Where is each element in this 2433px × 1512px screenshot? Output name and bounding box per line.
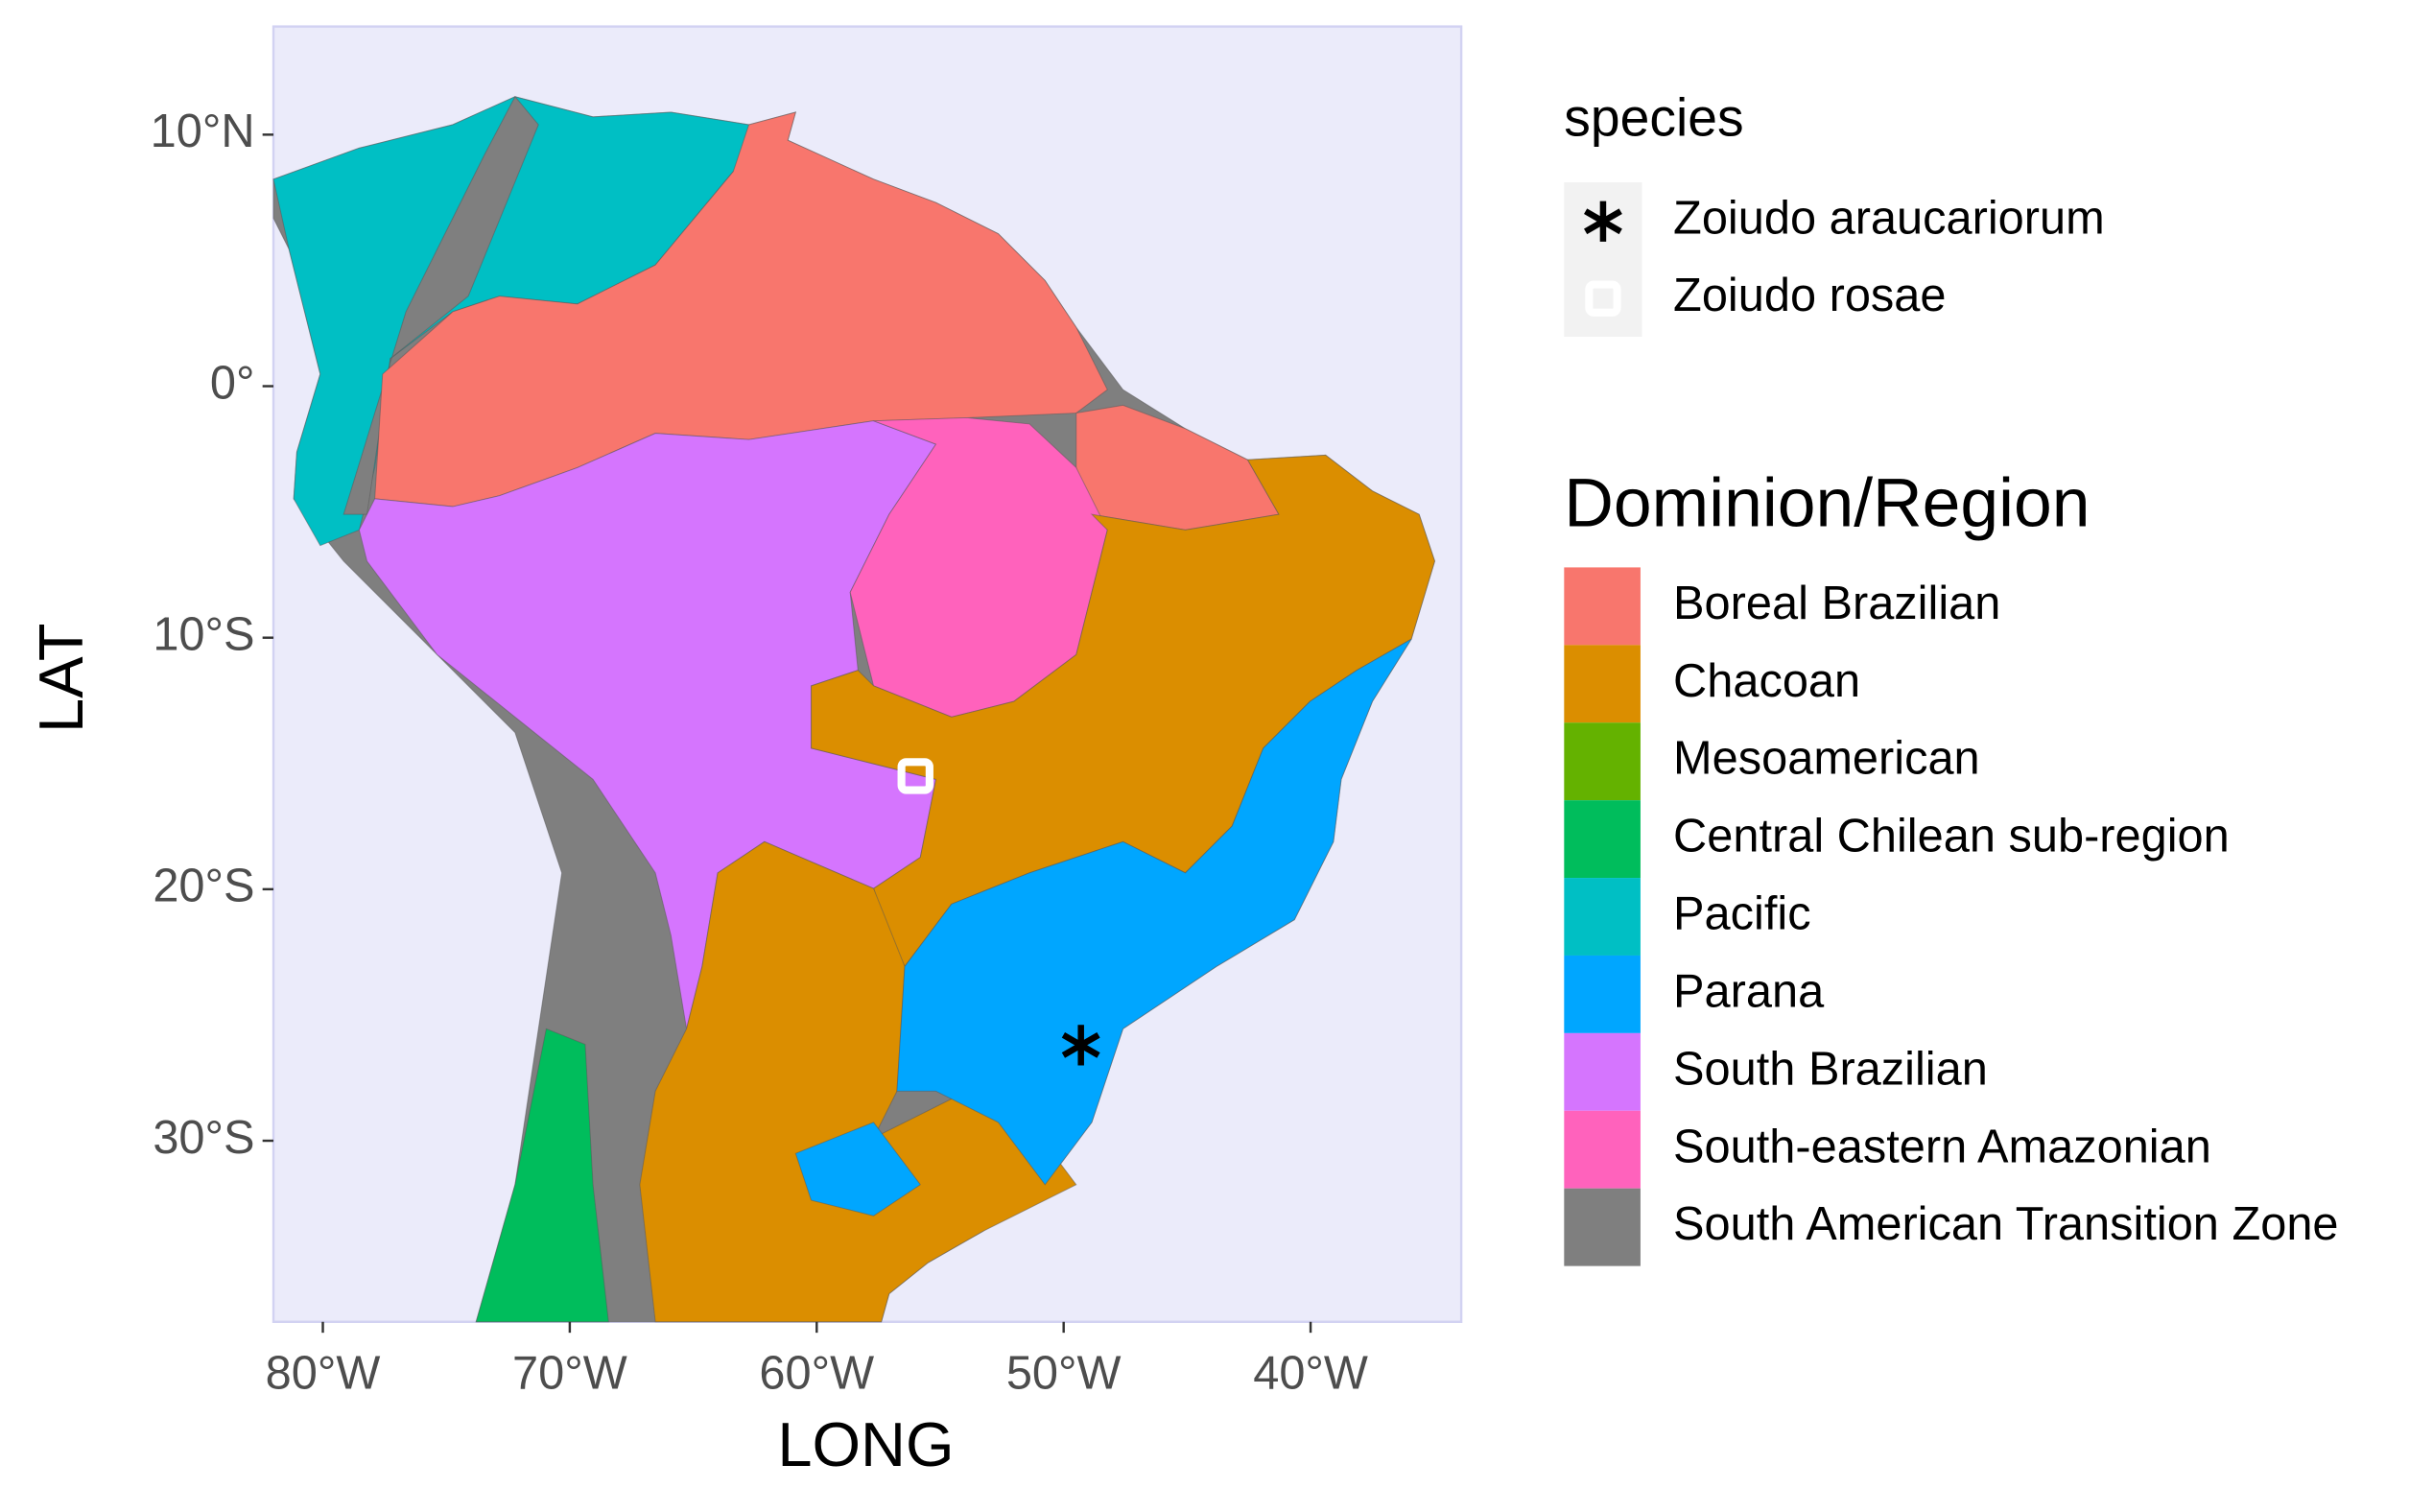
- legend-key: [1564, 955, 1641, 1033]
- x-tick-label: 40°W: [1253, 1348, 1368, 1400]
- legend-label: Zoiudo rosae: [1673, 270, 1946, 321]
- legend: species Dominion/Region Zoiudo araucario…: [1564, 87, 2339, 1266]
- legend-key: [1564, 1110, 1641, 1189]
- legend-symbol: [1584, 201, 1622, 242]
- x-tick-label: 60°W: [759, 1348, 874, 1400]
- legend-key: [1564, 800, 1641, 879]
- species-point: [1061, 1025, 1100, 1066]
- x-axis-title: LONG: [777, 1409, 954, 1479]
- x-tick-label: 70°W: [512, 1348, 627, 1400]
- legend-key: [1564, 1188, 1641, 1266]
- legend-key: [1564, 567, 1641, 646]
- legend-label: South-eastern Amazonian: [1673, 1121, 2211, 1172]
- x-tick-label: 50°W: [1006, 1348, 1122, 1400]
- legend-label: Boreal Brazilian: [1673, 578, 2000, 629]
- legend-symbol: [1585, 280, 1621, 317]
- legend-label: Zoiudo araucariorum: [1673, 193, 2105, 245]
- y-tick-label: 20°S: [153, 861, 254, 912]
- legend-label: Parana: [1673, 965, 1825, 1017]
- legend-label: South American Transition Zone: [1673, 1198, 2339, 1250]
- region-central-chilean: [475, 1028, 609, 1323]
- legend-key: [1564, 878, 1641, 956]
- x-tick-label: 80°W: [266, 1348, 381, 1400]
- y-axis-title: LAT: [26, 624, 96, 733]
- legend-label: South Brazilian: [1673, 1043, 1988, 1095]
- asterisk-stroke: [1061, 1032, 1100, 1058]
- y-tick-label: 10°S: [153, 609, 254, 661]
- asterisk-stroke: [1584, 208, 1622, 235]
- y-tick-label: 10°N: [151, 106, 255, 157]
- y-tick-label: 0°: [210, 357, 255, 409]
- legend-label: Central Chilean sub-region: [1673, 811, 2230, 862]
- species-point: [897, 758, 933, 794]
- region-parana: [896, 638, 1412, 1186]
- legend-label: Chacoan: [1673, 655, 1860, 707]
- legend-key: [1564, 259, 1642, 337]
- legend-label: Mesoamerican: [1673, 733, 1980, 785]
- species-points: [897, 758, 1100, 1066]
- legend-key: [1564, 1032, 1641, 1111]
- map-regions: [272, 95, 1435, 1323]
- region-parana-rivers: [794, 1122, 921, 1217]
- axes: LONG LAT 80°W 70°W 60°W 50°W 40°W 10°N 0° 10°S 2…: [26, 106, 1368, 1479]
- y-tick-label: 30°S: [153, 1112, 254, 1164]
- legend-label: Pacific: [1673, 888, 1811, 940]
- legend-key: [1564, 645, 1641, 723]
- region-legend-title: Dominion/Region: [1564, 465, 2090, 542]
- legend-key: [1564, 722, 1641, 801]
- species-legend-title: species: [1564, 87, 1743, 147]
